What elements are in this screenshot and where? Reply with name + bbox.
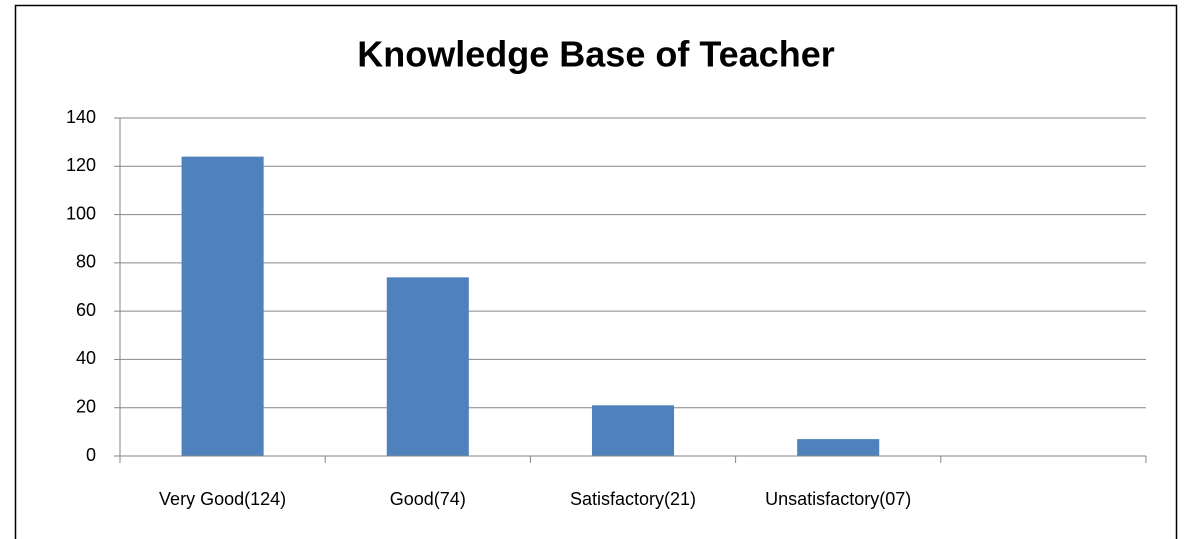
y-tick-label: 0 [86,445,96,465]
y-tick-label: 100 [66,203,96,223]
y-tick-label: 140 [66,107,96,127]
chart-title: Knowledge Base of Teacher [357,34,834,75]
y-tick-label: 120 [66,155,96,175]
bar [591,405,675,456]
bar [181,156,264,456]
y-tick-label: 80 [76,252,96,272]
x-tick-label: Very Good(124) [159,489,286,509]
x-tick-label: Unsatisfactory(07) [765,489,911,509]
x-tick-label: Satisfactory(21) [570,489,696,509]
y-tick-label: 60 [76,300,96,320]
bar [386,277,469,456]
x-tick-label: Good(74) [390,489,466,509]
y-tick-label: 40 [76,348,96,368]
y-tick-label: 20 [76,396,96,416]
bar [797,439,880,456]
chart-frame [14,4,1178,539]
